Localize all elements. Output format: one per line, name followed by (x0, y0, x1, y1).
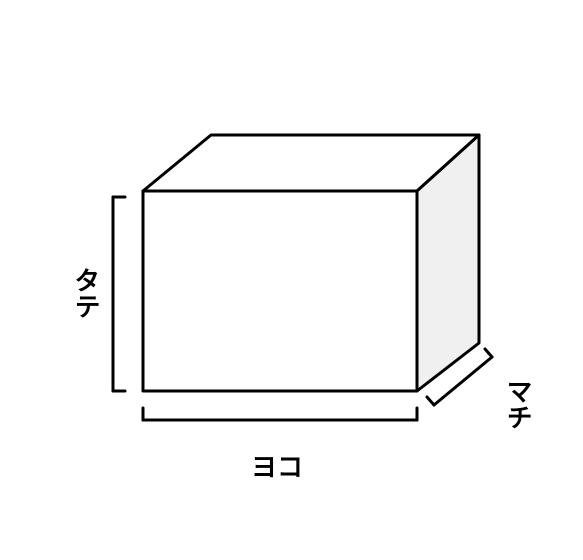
yoko-bracket (143, 408, 417, 420)
tate-label: タテ (68, 267, 105, 319)
tate-bracket (113, 197, 125, 391)
box-front-face (143, 191, 417, 391)
yoko-label: ヨコ (251, 447, 303, 484)
machi-label: マチ (500, 378, 537, 430)
